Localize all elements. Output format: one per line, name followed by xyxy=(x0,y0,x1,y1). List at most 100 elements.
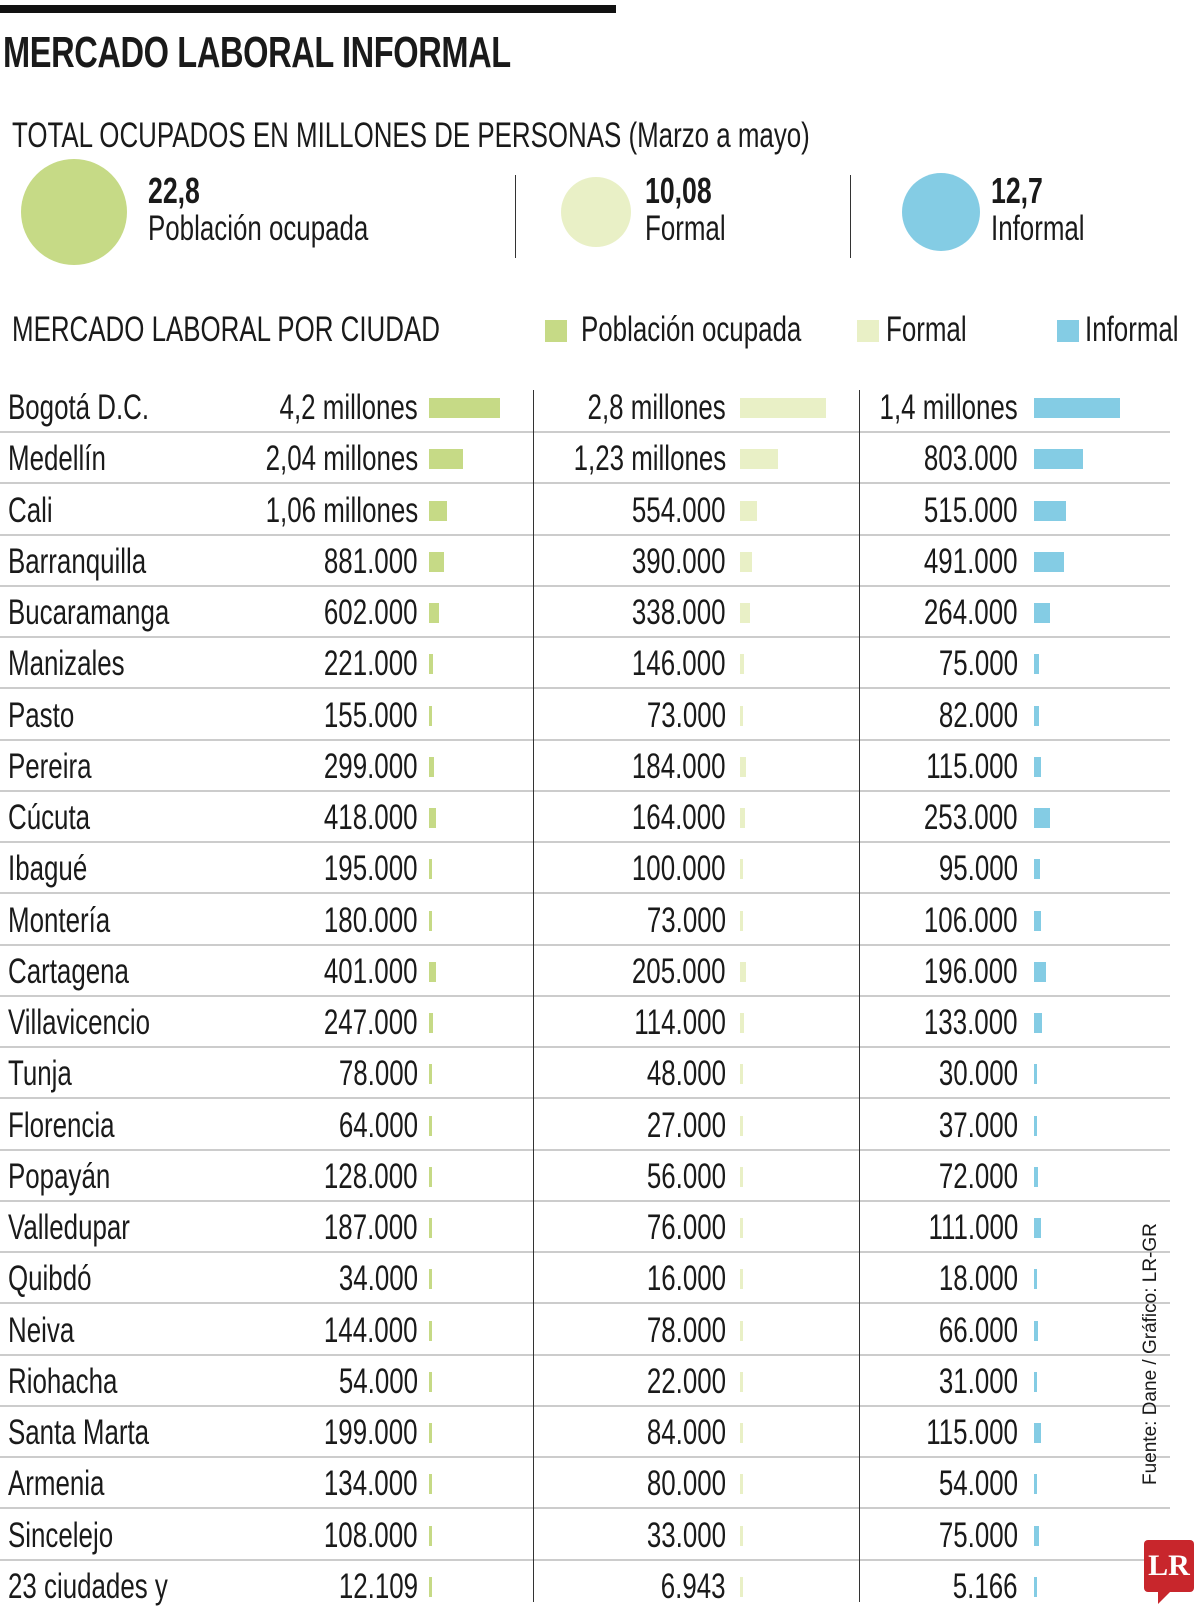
table-row: Cartagena 401.000 205.000 196.000 xyxy=(0,946,1170,997)
city-name: Medellín xyxy=(8,439,106,479)
row-divider xyxy=(0,431,1170,433)
bar-formal xyxy=(740,1423,743,1443)
value-informal: 31.000 xyxy=(938,1361,1018,1401)
bar-ocupada xyxy=(429,756,435,777)
value-formal: 184.000 xyxy=(632,746,726,786)
bar-formal xyxy=(740,859,744,880)
bar-ocupada xyxy=(429,1474,432,1495)
bar-ocupada xyxy=(429,1269,432,1290)
bar-informal xyxy=(1034,500,1066,521)
table-row: Riohacha 54.000 22.000 31.000 xyxy=(0,1356,1170,1407)
bar-ocupada xyxy=(429,1166,432,1187)
table-row: Manizales 221.000 146.000 75.000 xyxy=(0,638,1170,690)
bar-ocupada xyxy=(429,1320,432,1341)
divider xyxy=(515,175,516,258)
value-ocupada: 602.000 xyxy=(324,593,418,632)
value-ocupada: 134.000 xyxy=(324,1464,418,1504)
source-text: Fuente: Dane / Gráfico: LR-GR xyxy=(1140,1223,1161,1485)
value-ocupada: 247.000 xyxy=(324,1003,418,1042)
value-informal: 253.000 xyxy=(924,798,1018,837)
value-ocupada: 4,2 millones xyxy=(279,388,418,427)
legend-label-informal: Informal xyxy=(1085,310,1200,350)
bar-informal xyxy=(1034,603,1051,623)
bar-ocupada xyxy=(429,654,433,675)
bar-ocupada xyxy=(429,808,437,828)
value-informal: 82.000 xyxy=(938,695,1018,735)
subtitle-text: TOTAL OCUPADOS EN MILLONES DE PERSONAS (… xyxy=(12,116,810,155)
bar-ocupada xyxy=(429,705,432,726)
table-row: Santa Marta 199.000 84.000 115.000 xyxy=(0,1407,1170,1458)
value-informal: 95.000 xyxy=(938,849,1018,889)
value-ocupada: 195.000 xyxy=(324,849,418,889)
city-name: Villavicencio xyxy=(8,1003,151,1042)
lr-logo-tail xyxy=(1158,1590,1172,1604)
table-row: Bogotá D.C. 4,2 millones 2,8 millones 1,4 m… xyxy=(0,382,1170,433)
row-divider xyxy=(0,533,1170,536)
bar-informal xyxy=(1034,1064,1037,1085)
bar-informal xyxy=(1034,1423,1042,1443)
bar-informal xyxy=(1034,705,1040,726)
total-value: 12,7 xyxy=(991,170,1043,211)
bar-informal xyxy=(1034,398,1120,418)
value-formal: 84.000 xyxy=(646,1413,726,1452)
city-name: Sincelejo xyxy=(8,1515,114,1555)
divider xyxy=(850,175,851,258)
table-row: Pereira 299.000 184.000 115.000 xyxy=(0,741,1170,792)
value-informal: 106.000 xyxy=(924,900,1018,940)
city-name: Bucaramanga xyxy=(8,593,170,632)
value-ocupada: 199.000 xyxy=(324,1413,418,1452)
row-divider xyxy=(0,687,1170,690)
bar-formal xyxy=(740,1013,744,1033)
city-name: Bogotá D.C. xyxy=(8,388,150,427)
table-row: Sincelejo 108.000 33.000 75.000 xyxy=(0,1510,1170,1561)
value-formal: 27.000 xyxy=(646,1105,726,1145)
bar-ocupada xyxy=(429,551,444,572)
bar-informal xyxy=(1034,961,1047,982)
value-informal: 115.000 xyxy=(926,746,1018,786)
value-ocupada: 180.000 xyxy=(324,900,418,940)
bar-informal xyxy=(1034,1218,1041,1238)
value-formal: 146.000 xyxy=(632,644,726,684)
value-ocupada: 128.000 xyxy=(324,1156,418,1196)
bar-formal xyxy=(740,756,746,777)
value-ocupada: 78.000 xyxy=(338,1054,418,1094)
total-ocupada: 22,8 Población ocupada xyxy=(148,172,446,248)
table-row: Medellín 2,04 millones 1,23 millones 803.00… xyxy=(0,433,1170,485)
bar-formal xyxy=(740,603,751,623)
row-divider xyxy=(0,1097,1170,1100)
row-divider xyxy=(0,636,1170,638)
value-ocupada: 1,06 millones xyxy=(265,490,418,530)
city-name: 23 ciudades y xyxy=(8,1566,168,1606)
value-formal: 1,23 millones xyxy=(573,439,726,479)
bar-ocupada xyxy=(429,1525,432,1546)
bar-formal xyxy=(740,500,758,521)
bar-formal xyxy=(740,1474,743,1495)
column-divider xyxy=(533,390,534,1602)
bar-formal xyxy=(740,808,746,828)
row-divider xyxy=(0,1353,1170,1356)
city-name: Florencia xyxy=(8,1105,115,1145)
bar-informal xyxy=(1034,1474,1038,1495)
city-name: Cali xyxy=(8,490,53,530)
city-name: Pasto xyxy=(8,695,75,735)
city-name: Neiva xyxy=(8,1310,75,1350)
value-formal: 114.000 xyxy=(634,1003,726,1042)
value-ocupada: 2,04 millones xyxy=(265,439,418,479)
total-circle-ocupada xyxy=(21,159,127,265)
page-title: MERCADO LABORAL INFORMAL xyxy=(3,28,689,78)
value-informal: 54.000 xyxy=(938,1464,1018,1504)
bar-ocupada xyxy=(429,1013,434,1033)
value-ocupada: 187.000 xyxy=(324,1208,418,1247)
bar-formal xyxy=(740,449,778,470)
value-ocupada: 54.000 xyxy=(338,1361,418,1401)
bar-informal xyxy=(1034,808,1050,828)
bar-formal xyxy=(740,551,752,572)
value-formal: 338.000 xyxy=(632,593,726,632)
total-label: Informal xyxy=(991,209,1085,248)
table-row: Valledupar 187.000 76.000 111.000 xyxy=(0,1202,1170,1253)
value-informal: 196.000 xyxy=(924,951,1018,991)
total-value: 10,08 xyxy=(645,170,712,211)
row-divider xyxy=(0,789,1170,792)
bar-formal xyxy=(740,1371,743,1392)
value-formal: 6.943 xyxy=(661,1566,726,1606)
